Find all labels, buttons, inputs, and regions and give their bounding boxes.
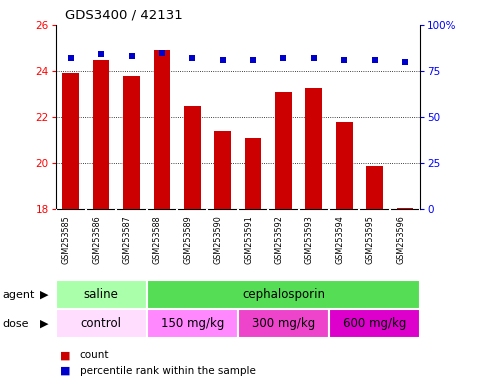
Text: GSM253587: GSM253587 (123, 215, 131, 264)
Text: dose: dose (2, 318, 29, 329)
Bar (154, 50, 170, 384)
Text: percentile rank within the sample: percentile rank within the sample (80, 366, 256, 376)
Text: GSM253594: GSM253594 (335, 215, 344, 264)
Text: GSM253590: GSM253590 (213, 215, 223, 264)
Text: GDS3400 / 42131: GDS3400 / 42131 (65, 8, 183, 21)
Bar (336, 122, 353, 384)
Text: GSM253586: GSM253586 (92, 215, 101, 263)
Bar (305, 88, 322, 384)
Bar (214, 131, 231, 384)
Text: 300 mg/kg: 300 mg/kg (252, 317, 315, 330)
Text: control: control (81, 317, 122, 330)
Bar (93, 60, 110, 384)
Bar (56, 309, 147, 338)
Text: 150 mg/kg: 150 mg/kg (161, 317, 224, 330)
Bar (123, 76, 140, 384)
Text: agent: agent (2, 290, 35, 300)
Bar (184, 106, 200, 384)
Text: GSM253595: GSM253595 (366, 215, 375, 264)
Bar (62, 73, 79, 384)
Text: GSM253592: GSM253592 (274, 215, 284, 264)
Text: GSM253588: GSM253588 (153, 215, 162, 263)
Text: ▶: ▶ (40, 318, 48, 329)
Bar (245, 138, 261, 384)
Text: GSM253596: GSM253596 (396, 215, 405, 264)
Text: GSM253585: GSM253585 (62, 215, 71, 264)
Text: saline: saline (84, 288, 118, 301)
Text: 600 mg/kg: 600 mg/kg (343, 317, 406, 330)
Bar (147, 280, 420, 309)
Bar (366, 166, 383, 384)
Bar (238, 309, 329, 338)
Text: count: count (80, 350, 109, 360)
Bar (329, 309, 420, 338)
Text: GSM253589: GSM253589 (183, 215, 192, 264)
Text: cephalosporin: cephalosporin (242, 288, 325, 301)
Text: ■: ■ (60, 366, 71, 376)
Text: ▶: ▶ (40, 290, 48, 300)
Bar (56, 280, 147, 309)
Bar (275, 92, 292, 384)
Bar (147, 309, 238, 338)
Text: GSM253593: GSM253593 (305, 215, 314, 264)
Text: ■: ■ (60, 350, 71, 360)
Text: GSM253591: GSM253591 (244, 215, 253, 264)
Bar (397, 208, 413, 384)
